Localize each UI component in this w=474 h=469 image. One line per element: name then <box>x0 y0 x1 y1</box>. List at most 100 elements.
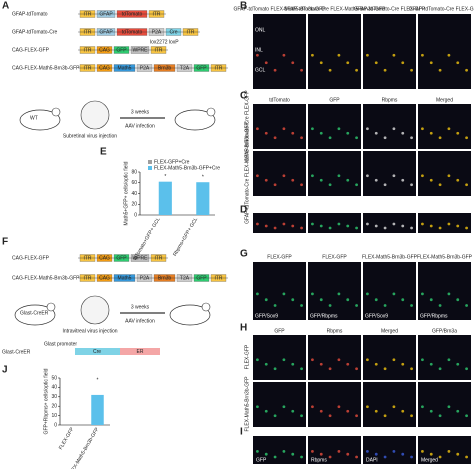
part-label: Math5 <box>118 65 132 71</box>
part-label: P2A <box>140 65 150 71</box>
signal <box>328 136 332 140</box>
mouse-ear <box>201 302 211 312</box>
part-label: GFAP <box>99 29 113 35</box>
signal <box>366 127 369 131</box>
signal <box>328 367 332 371</box>
column-header: GFP/Brn3a <box>432 328 457 334</box>
signal <box>355 304 358 307</box>
signal <box>392 405 396 409</box>
signal <box>256 174 259 178</box>
column-header: FLEX-GFP <box>267 254 292 260</box>
signal <box>421 405 424 409</box>
signal <box>438 136 442 140</box>
signal <box>256 222 259 226</box>
part-label: Brn3b <box>158 65 172 71</box>
signal <box>300 304 303 307</box>
signal <box>374 362 378 366</box>
mouse-label: Glast-CreER <box>20 310 49 316</box>
panel-letter: C <box>240 91 247 102</box>
part-label: CAG <box>99 65 110 71</box>
signal <box>273 226 277 230</box>
panel-letter: A <box>2 1 9 12</box>
part-label: CAG <box>99 47 110 53</box>
signal <box>465 226 468 230</box>
signal <box>438 367 442 371</box>
row-label: FLEX-Math5-Brn3b-GFP <box>244 376 250 432</box>
construct-name: CAG-FLEX-Math5-Brn3b-GFP <box>12 65 80 71</box>
construct-part <box>75 348 120 355</box>
signal <box>311 292 314 296</box>
signal <box>447 222 451 226</box>
part-label: ITR <box>154 47 162 53</box>
signal <box>366 358 369 362</box>
signal <box>337 222 341 226</box>
label: AAV infection <box>125 318 155 324</box>
micrograph <box>308 104 361 149</box>
signal <box>421 222 424 226</box>
panel-letter: E <box>100 147 107 158</box>
mouse-ear <box>51 107 61 117</box>
signal <box>447 405 451 409</box>
signal <box>282 53 286 57</box>
signal <box>337 127 341 131</box>
signal <box>282 358 286 362</box>
signal <box>291 362 295 366</box>
part-label: tdTomato <box>122 29 143 35</box>
signal <box>311 358 314 362</box>
signal <box>366 292 369 296</box>
micrograph <box>253 104 306 149</box>
column-header: FLEX-GFP <box>322 254 347 260</box>
signal <box>374 298 378 302</box>
part-label: T2A <box>180 275 190 281</box>
column-header: GFAP-tdTomato-Cre FLEX-Math5-Brn3b-GFP <box>284 6 386 12</box>
mouse-label: WT <box>30 115 38 121</box>
column-header: Rbpms <box>327 328 343 334</box>
label: GCL <box>255 67 266 73</box>
signal <box>374 224 378 228</box>
part-label: T2A <box>180 65 190 71</box>
construct-name: CAG-FLEX-Math5-Brn3b-GFP <box>12 275 80 281</box>
signal <box>421 53 424 57</box>
signal <box>264 131 268 135</box>
signal <box>355 414 358 418</box>
signal <box>383 455 387 459</box>
construct-name: Glast-CreER <box>2 349 31 355</box>
part-label: WPRE <box>133 47 149 53</box>
signal <box>337 358 341 362</box>
signal <box>465 183 468 187</box>
legend-label: FLEX-GFP+Cre <box>154 159 190 165</box>
signal <box>456 61 460 65</box>
signal <box>282 174 286 178</box>
signal <box>438 226 442 230</box>
y-tick-label: 80 <box>131 169 137 175</box>
eye <box>80 295 110 325</box>
construct-name: GFAP-tdTomato-Cre <box>12 29 58 35</box>
micrograph <box>308 151 361 196</box>
signal <box>456 409 460 413</box>
signal <box>282 450 286 453</box>
label: lox2272 loxP <box>150 39 179 45</box>
bar <box>196 182 210 215</box>
signal <box>291 409 295 413</box>
micrograph <box>253 262 306 320</box>
signal <box>366 53 369 57</box>
signal <box>456 178 460 182</box>
signal <box>421 174 424 178</box>
column-header: Merged <box>381 328 398 334</box>
micrograph <box>363 14 416 89</box>
signal <box>256 127 259 131</box>
part-label: ITR <box>214 275 222 281</box>
mouse-ear <box>46 302 56 312</box>
signal <box>264 178 268 182</box>
signal <box>383 226 387 230</box>
signal <box>346 298 350 302</box>
y-axis-label: GFP+Rbpms+ cells/optic field <box>43 368 49 434</box>
signal <box>300 136 303 140</box>
label: Glast promoter <box>44 341 77 347</box>
part-label: ITR <box>154 255 162 261</box>
signal <box>465 68 468 72</box>
label: GFP/Sox9 <box>365 313 388 319</box>
signal <box>383 136 387 140</box>
signal <box>366 222 369 226</box>
